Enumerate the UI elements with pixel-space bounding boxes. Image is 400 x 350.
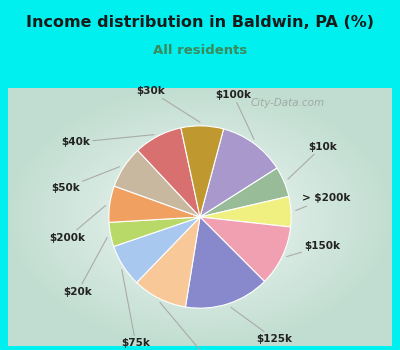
Wedge shape — [200, 168, 289, 217]
Text: $50k: $50k — [51, 167, 120, 193]
Wedge shape — [200, 217, 291, 281]
Text: $200k: $200k — [49, 205, 106, 243]
Text: $30k: $30k — [136, 86, 200, 122]
Wedge shape — [137, 217, 200, 307]
Wedge shape — [186, 217, 264, 308]
Wedge shape — [114, 217, 200, 282]
Wedge shape — [109, 217, 200, 246]
Wedge shape — [109, 186, 200, 222]
Text: $100k: $100k — [215, 90, 254, 139]
Text: $10k: $10k — [288, 141, 337, 179]
Text: $125k: $125k — [231, 307, 292, 344]
Text: $20k: $20k — [63, 237, 107, 296]
Wedge shape — [200, 129, 277, 217]
Wedge shape — [200, 196, 291, 227]
Wedge shape — [138, 128, 200, 217]
Text: Income distribution in Baldwin, PA (%): Income distribution in Baldwin, PA (%) — [26, 15, 374, 30]
Text: $60k: $60k — [160, 302, 223, 350]
Text: All residents: All residents — [153, 44, 247, 57]
Text: City-Data.com: City-Data.com — [250, 98, 324, 108]
Wedge shape — [181, 126, 224, 217]
Text: $40k: $40k — [61, 135, 154, 147]
Text: > $200k: > $200k — [296, 193, 350, 210]
Text: $150k: $150k — [287, 241, 340, 257]
Text: $75k: $75k — [121, 270, 150, 348]
Wedge shape — [114, 150, 200, 217]
